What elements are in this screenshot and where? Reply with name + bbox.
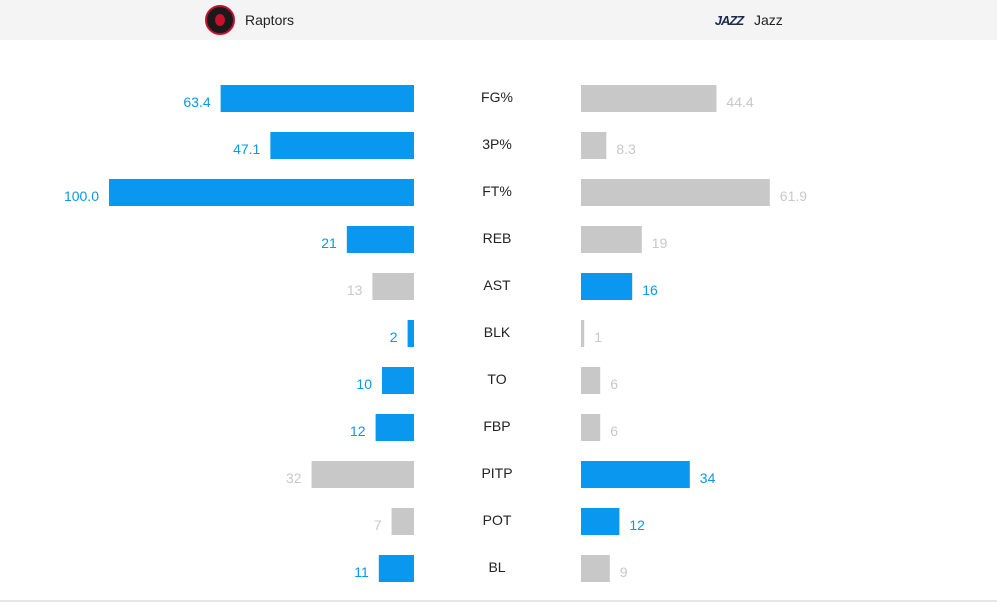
- raptors-value-FT%: 100.0: [64, 188, 99, 204]
- jazz-value-REB: 19: [652, 235, 668, 251]
- raptors-bar-REB: [346, 226, 414, 253]
- raptors-value-BL: 11: [354, 564, 369, 580]
- raptors-bar-FBP: [375, 414, 414, 441]
- jazz-value-BLK: 1: [594, 329, 602, 345]
- raptors-value-TO: 10: [356, 376, 372, 392]
- raptors-bar-3P%: [270, 132, 414, 159]
- jazz-bar-PITP: [581, 461, 690, 488]
- home-team[interactable]: Raptors: [205, 0, 294, 40]
- jazz-value-FBP: 6: [610, 423, 618, 439]
- category-label-reb: REB: [483, 230, 512, 246]
- raptors-bar-FG%: [220, 85, 414, 112]
- raptors-value-POT: 7: [374, 517, 382, 533]
- jazz-bar-FT%: [581, 179, 770, 206]
- jazz-bar-BL: [581, 555, 610, 582]
- away-team[interactable]: JAZZ Jazz: [712, 0, 783, 40]
- raptors-value-FBP: 12: [350, 423, 366, 439]
- jazz-value-3P%: 8.3: [616, 141, 636, 157]
- raptors-value-PITP: 32: [286, 470, 302, 486]
- raptors-logo-icon: [205, 5, 235, 35]
- jazz-bar-3P%: [581, 132, 607, 159]
- away-team-name: Jazz: [754, 12, 783, 28]
- jazz-bar-REB: [581, 226, 642, 253]
- jazz-value-AST: 16: [642, 282, 658, 298]
- raptors-bar-TO: [382, 367, 414, 394]
- category-label-fg-pct: FG%: [481, 89, 513, 105]
- category-label-pitp: PITP: [481, 465, 512, 481]
- team-header: Raptors JAZZ Jazz: [0, 0, 997, 40]
- raptors-value-REB: 21: [321, 235, 337, 251]
- raptors-value-BLK: 2: [390, 329, 398, 345]
- raptors-bar-AST: [372, 273, 414, 300]
- raptors-bar-FT%: [109, 179, 414, 206]
- category-label-bl: BL: [488, 559, 505, 575]
- jazz-bar-FBP: [581, 414, 601, 441]
- jazz-logo-icon: JAZZ: [714, 12, 745, 28]
- category-label-ast: AST: [483, 277, 511, 293]
- raptors-bar-POT: [391, 508, 414, 535]
- jazz-bar-POT: [581, 508, 620, 535]
- jazz-value-FT%: 61.9: [780, 188, 807, 204]
- jazz-bar-BLK: [581, 320, 585, 347]
- category-label-ft-pct: FT%: [482, 183, 512, 199]
- jazz-bar-AST: [581, 273, 633, 300]
- category-label-pot: POT: [483, 512, 512, 528]
- jazz-value-BL: 9: [620, 564, 628, 580]
- raptors-bar-BL: [378, 555, 414, 582]
- home-team-name: Raptors: [245, 12, 295, 28]
- jazz-value-PITP: 34: [700, 470, 716, 486]
- divider: [0, 600, 997, 602]
- category-label-fbp: FBP: [483, 418, 510, 434]
- jazz-value-FG%: 44.4: [726, 94, 753, 110]
- raptors-bar-PITP: [311, 461, 414, 488]
- raptors-value-FG%: 63.4: [183, 94, 210, 110]
- jazz-value-TO: 6: [610, 376, 618, 392]
- category-label-3p-pct: 3P%: [482, 136, 512, 152]
- raptors-value-3P%: 47.1: [233, 141, 260, 157]
- raptors-value-AST: 13: [347, 282, 363, 298]
- jazz-value-POT: 12: [629, 517, 645, 533]
- jazz-bar-TO: [581, 367, 601, 394]
- category-label-to: TO: [487, 371, 506, 387]
- jazz-bar-FG%: [581, 85, 717, 112]
- raptors-bar-BLK: [407, 320, 414, 347]
- category-label-blk: BLK: [484, 324, 511, 340]
